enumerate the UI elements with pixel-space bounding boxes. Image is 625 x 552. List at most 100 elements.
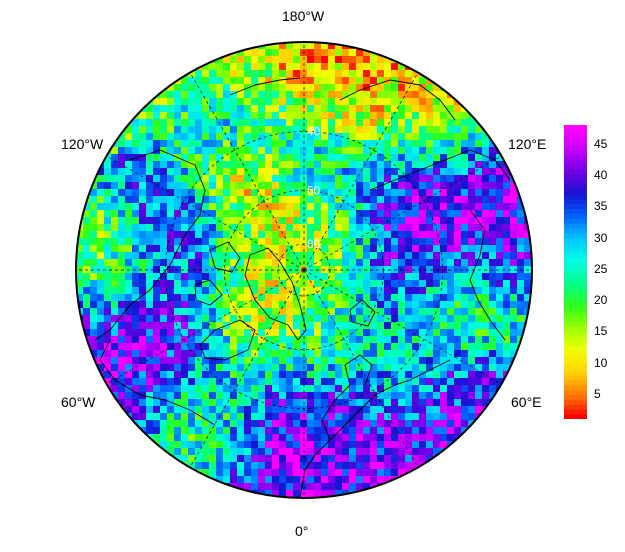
data-cell <box>419 294 427 302</box>
data-cell <box>223 371 231 379</box>
data-cell <box>328 371 336 379</box>
data-cell <box>405 105 413 113</box>
data-cell <box>377 196 385 204</box>
data-cell <box>160 154 168 162</box>
data-cell <box>384 98 392 106</box>
data-cell <box>237 441 245 449</box>
data-cell <box>104 154 112 162</box>
data-cell <box>272 469 280 477</box>
data-cell <box>440 140 448 148</box>
data-cell <box>356 476 364 484</box>
data-cell <box>454 399 462 407</box>
data-cell <box>475 406 483 414</box>
data-cell <box>90 301 98 309</box>
data-cell <box>230 476 238 484</box>
data-cell <box>363 98 371 106</box>
data-cell <box>167 420 175 428</box>
data-cell <box>307 462 315 470</box>
data-cell <box>132 406 140 414</box>
data-cell <box>405 70 413 78</box>
data-cell <box>76 294 84 302</box>
data-cell <box>391 252 399 260</box>
data-cell <box>335 266 343 274</box>
data-cell <box>321 112 329 120</box>
data-cell <box>160 112 168 120</box>
data-cell <box>300 238 308 246</box>
data-cell <box>209 252 217 260</box>
data-cell <box>97 210 105 218</box>
lon-label-180w: 180°W <box>282 8 325 24</box>
data-cell <box>174 448 182 456</box>
data-cell <box>426 420 434 428</box>
data-cell <box>279 189 287 197</box>
data-cell <box>314 336 322 344</box>
data-cell <box>293 490 301 498</box>
data-cell <box>412 119 420 127</box>
data-cell <box>314 462 322 470</box>
data-cell <box>454 329 462 337</box>
data-cell <box>454 308 462 316</box>
data-cell <box>258 287 266 295</box>
data-cell <box>265 385 273 393</box>
data-cell <box>370 147 378 155</box>
data-cell <box>335 140 343 148</box>
data-cell <box>440 217 448 225</box>
data-cell <box>321 434 329 442</box>
data-cell <box>384 245 392 253</box>
data-cell <box>440 420 448 428</box>
data-cell <box>258 378 266 386</box>
data-cell <box>279 420 287 428</box>
data-cell <box>251 329 259 337</box>
data-cell <box>265 105 273 113</box>
data-cell <box>321 336 329 344</box>
data-cell <box>468 224 476 232</box>
data-cell <box>167 343 175 351</box>
data-cell <box>251 469 259 477</box>
data-cell <box>188 91 196 99</box>
data-cell <box>202 168 210 176</box>
data-cell <box>496 189 504 197</box>
data-cell <box>272 308 280 316</box>
colorbar-segment <box>564 213 587 219</box>
data-cell <box>230 455 238 463</box>
data-cell <box>377 378 385 386</box>
data-cell <box>510 210 518 218</box>
data-cell <box>377 238 385 246</box>
colorbar-segment <box>564 379 587 386</box>
data-cell <box>419 350 427 358</box>
data-cell <box>363 308 371 316</box>
data-cell <box>167 280 175 288</box>
data-cell <box>328 455 336 463</box>
data-cell <box>167 231 175 239</box>
data-cell <box>167 385 175 393</box>
data-cell <box>503 245 511 253</box>
data-cell <box>230 301 238 309</box>
data-cell <box>188 196 196 204</box>
data-cell <box>349 371 357 379</box>
data-cell <box>104 245 112 253</box>
data-cell <box>482 329 490 337</box>
data-cell <box>433 133 441 141</box>
data-cell <box>349 406 357 414</box>
data-cell <box>384 378 392 386</box>
data-cell <box>125 154 133 162</box>
data-cell <box>363 210 371 218</box>
data-cell <box>370 203 378 211</box>
data-cell <box>258 70 266 78</box>
colorbar-segment <box>564 232 587 239</box>
data-cell <box>426 182 434 190</box>
data-cell <box>426 406 434 414</box>
data-cell <box>384 91 392 99</box>
data-cell <box>265 203 273 211</box>
data-cell <box>111 224 119 232</box>
data-cell <box>335 406 343 414</box>
data-cell <box>293 420 301 428</box>
data-cell <box>510 287 518 295</box>
data-cell <box>265 56 273 64</box>
data-cell <box>258 154 266 162</box>
data-cell <box>188 252 196 260</box>
data-cell <box>489 315 497 323</box>
data-cell <box>286 126 294 134</box>
data-cell <box>174 119 182 127</box>
data-cell <box>181 399 189 407</box>
